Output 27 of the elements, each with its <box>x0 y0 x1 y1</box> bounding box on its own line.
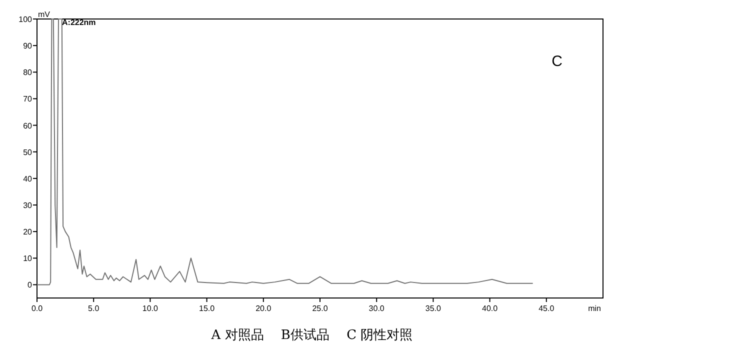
y-tick-label: 40 <box>23 174 33 184</box>
y-tick-label: 20 <box>23 228 33 237</box>
x-tick-label: 45.0 <box>538 304 555 313</box>
line-series <box>36 18 534 286</box>
y-tick-label: 90 <box>23 42 33 51</box>
x-tick-label: 30.0 <box>368 304 385 313</box>
x-tick-label: 25.0 <box>312 304 328 313</box>
x-axis-title: min <box>588 304 601 313</box>
x-tick-label: 20.0 <box>256 304 272 313</box>
x-tick-label: 5.0 <box>88 304 100 313</box>
x-tick-label: 10.0 <box>142 304 159 313</box>
annotation: C <box>552 53 563 70</box>
y-tick-label: 80 <box>23 68 33 78</box>
y-axis-title: mV <box>38 10 51 19</box>
y-tick-label: 30 <box>23 201 33 210</box>
y-tick-label: 100 <box>18 15 33 24</box>
x-tick-label: 0.0 <box>31 304 44 313</box>
y-tick-label: 70 <box>23 94 33 104</box>
y-tick-label: 10 <box>23 254 33 264</box>
y-tick-label: 0 <box>28 280 33 290</box>
text: A 对照品 B供试品 C 阴性对照 <box>210 328 413 343</box>
annotation: A:222nm <box>62 18 96 27</box>
y-tick-label: 60 <box>23 121 33 130</box>
x-tick-label: 15.0 <box>199 304 216 313</box>
y-tick-label: 50 <box>23 148 33 157</box>
x-tick-label: 40.0 <box>482 304 498 313</box>
x-tick-label: 35.0 <box>425 304 442 313</box>
